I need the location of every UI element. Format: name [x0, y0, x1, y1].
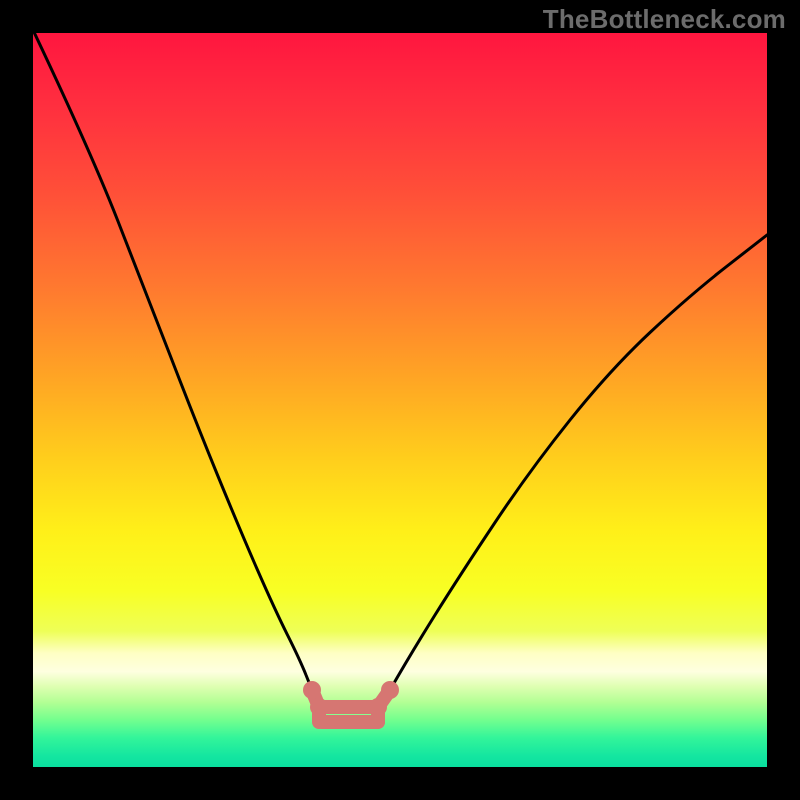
- trough-dot: [381, 681, 399, 699]
- bottleneck-chart: [0, 0, 800, 800]
- trough-dot: [369, 698, 387, 716]
- plot-area: [33, 33, 767, 767]
- trough-dot: [310, 698, 328, 716]
- watermark-text: TheBottleneck.com: [543, 4, 786, 35]
- trough-dot: [303, 681, 321, 699]
- bottleneck-chart-container: { "watermark": "TheBottleneck.com", "can…: [0, 0, 800, 800]
